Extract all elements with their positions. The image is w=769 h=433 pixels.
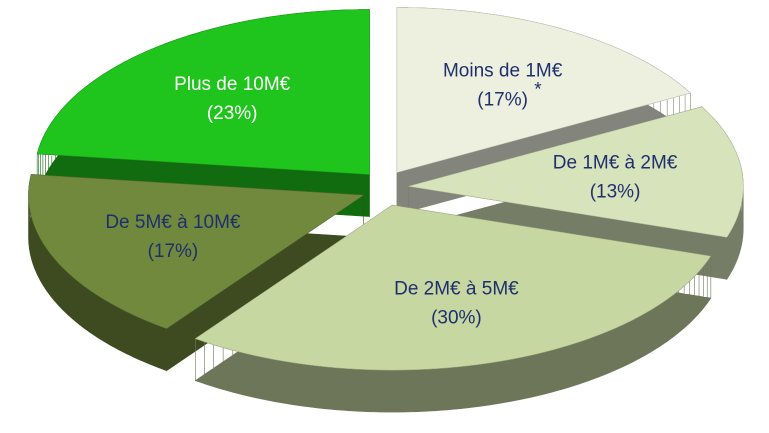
slice-label: Plus de 10M€ — [174, 74, 291, 95]
slice-label: De 5M€ à 10M€ — [105, 212, 241, 233]
slice — [28, 174, 365, 329]
slice — [408, 106, 744, 238]
slice-label: De 1M€ à 2M€ — [553, 153, 678, 174]
slice — [194, 204, 712, 371]
value-label: (13%) — [590, 182, 641, 203]
value-label: (17%) — [477, 89, 528, 110]
value-label: (17%) — [148, 241, 199, 262]
value-label: (23%) — [207, 103, 258, 124]
slice — [396, 7, 691, 173]
slice — [36, 9, 370, 175]
value-label: (30%) — [431, 307, 482, 328]
slice-label: De 2M€ à 5M€ — [394, 278, 519, 299]
slice-label: Moins de 1M€ — [443, 60, 563, 81]
annotation: * — [534, 79, 542, 100]
